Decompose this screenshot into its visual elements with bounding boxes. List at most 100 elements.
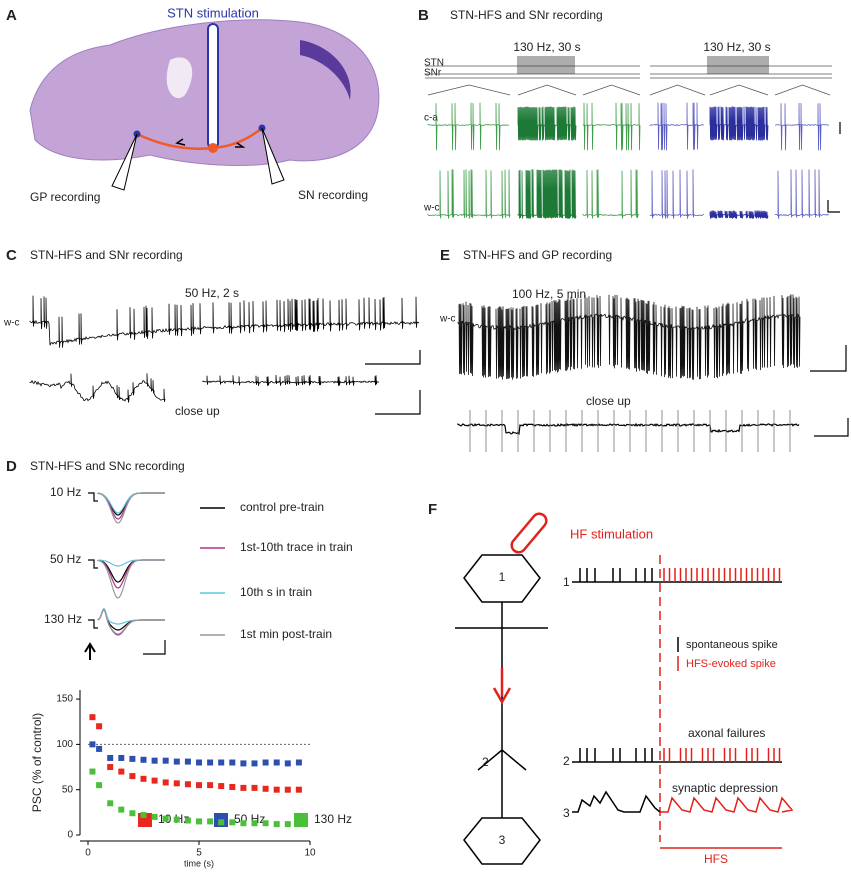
neuron xyxy=(463,817,541,865)
point xyxy=(162,815,169,822)
point xyxy=(96,782,103,789)
trace xyxy=(202,374,380,386)
neuron-label: 1 xyxy=(499,570,506,584)
panel-title: STN-HFS and GP recording xyxy=(463,248,612,262)
point xyxy=(96,745,103,752)
point xyxy=(273,759,280,766)
point xyxy=(251,784,258,791)
hfs-label: HFS xyxy=(704,852,728,866)
sn-label: SN recording xyxy=(298,188,368,202)
annotation: axonal failures xyxy=(688,726,765,740)
ventricle xyxy=(166,57,193,99)
row-label: SNr xyxy=(424,68,442,79)
spikes xyxy=(663,568,781,582)
spikes xyxy=(469,410,791,452)
trace xyxy=(582,169,640,219)
point xyxy=(295,759,302,766)
panel-label: C xyxy=(6,247,17,264)
stim-train xyxy=(707,56,769,74)
annotation: synaptic depression xyxy=(672,781,778,795)
point xyxy=(218,759,225,766)
stim-arrow xyxy=(84,642,96,660)
trace xyxy=(582,102,641,151)
trace xyxy=(427,102,509,151)
neuron-label: 2 xyxy=(482,755,489,769)
point xyxy=(96,723,103,730)
x-tick-label: 5 xyxy=(196,848,202,859)
ramp xyxy=(517,84,577,96)
pipettes xyxy=(111,127,285,191)
point xyxy=(151,757,158,764)
point xyxy=(251,820,258,827)
stn xyxy=(208,143,218,153)
spikes xyxy=(663,748,781,762)
legend-label: 1st-10th trace in train xyxy=(240,540,353,554)
trace xyxy=(774,102,830,151)
point xyxy=(207,818,214,825)
legend-label: HFS-evoked spike xyxy=(686,658,776,670)
point xyxy=(162,757,169,764)
electrode xyxy=(207,23,219,149)
y-axis-label: PSC (% of control) xyxy=(30,713,44,812)
row-label: w-c xyxy=(423,203,440,214)
stimulation-label: STN stimulation xyxy=(167,5,259,20)
point xyxy=(207,782,214,789)
point xyxy=(196,759,202,766)
legend-label: 10 Hz xyxy=(158,812,189,826)
psc-trace xyxy=(97,608,165,635)
artifact xyxy=(88,559,98,569)
stim-line xyxy=(425,65,640,79)
point xyxy=(129,810,136,817)
row-label: w-c xyxy=(3,318,20,329)
point xyxy=(89,741,96,748)
trace xyxy=(457,294,801,380)
psc-trace xyxy=(97,559,165,599)
arrows xyxy=(175,138,246,148)
point xyxy=(196,818,202,825)
point xyxy=(140,775,147,782)
point xyxy=(273,821,280,828)
legend-label: 50 Hz xyxy=(234,812,265,826)
point xyxy=(196,782,202,789)
panel-title: STN-HFS and SNr recording xyxy=(30,248,183,262)
y-tick-label: 0 xyxy=(67,830,73,841)
point xyxy=(273,786,280,793)
point xyxy=(89,714,96,721)
y-tick-label: 50 xyxy=(62,784,74,795)
point xyxy=(173,780,180,787)
point xyxy=(89,768,96,775)
psp xyxy=(660,796,794,813)
row-label: STN xyxy=(424,58,444,69)
point xyxy=(184,781,191,788)
inset-label: 50 Hz xyxy=(50,552,81,566)
psp xyxy=(572,790,661,813)
point xyxy=(107,800,114,807)
cerebellum xyxy=(300,40,351,100)
point xyxy=(240,760,247,767)
point xyxy=(173,816,180,823)
scale-bar xyxy=(375,390,421,415)
scale-bar xyxy=(810,345,847,372)
row-label: 2 xyxy=(563,754,570,768)
point xyxy=(229,819,236,826)
point xyxy=(284,760,291,767)
protocol: 130 Hz, 30 s xyxy=(703,40,770,54)
trace xyxy=(29,373,166,403)
legend-label: 1st min post-train xyxy=(240,627,332,641)
point xyxy=(118,806,125,813)
close-up-label: close up xyxy=(175,404,220,418)
inset-label: 130 Hz xyxy=(44,612,82,626)
x-tick-label: 0 xyxy=(85,848,91,859)
x-axis-label: time (s) xyxy=(184,858,214,868)
psc-trace xyxy=(97,492,165,524)
point xyxy=(240,784,247,791)
legend-label: 130 Hz xyxy=(314,812,352,826)
ramp xyxy=(582,84,641,96)
stim-line xyxy=(650,65,832,79)
gp-label: GP recording xyxy=(30,190,100,204)
point xyxy=(173,758,180,765)
point xyxy=(262,759,269,766)
protocol: 100 Hz, 5 min xyxy=(512,287,586,301)
point xyxy=(140,812,147,819)
point xyxy=(218,783,225,790)
